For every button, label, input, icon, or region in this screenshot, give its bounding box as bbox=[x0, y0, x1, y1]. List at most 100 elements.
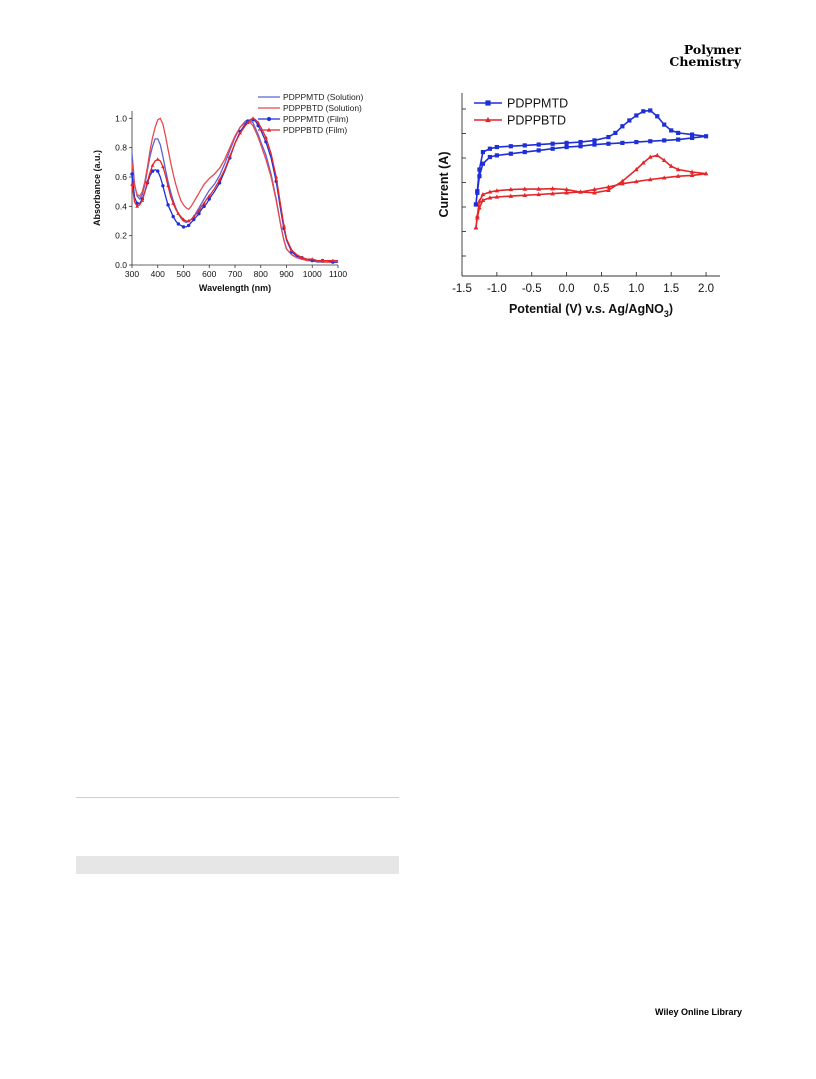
data-point bbox=[475, 215, 480, 220]
data-point bbox=[135, 204, 140, 208]
data-point bbox=[676, 130, 681, 136]
legend-marker bbox=[267, 117, 271, 121]
data-point bbox=[606, 184, 611, 189]
data-point bbox=[282, 223, 286, 227]
data-point bbox=[627, 118, 632, 123]
data-point bbox=[145, 179, 150, 183]
data-point bbox=[473, 202, 479, 207]
data-point bbox=[536, 148, 541, 153]
x-tick-label: 0.5 bbox=[593, 283, 609, 295]
legend-label: PDPPMTD bbox=[507, 97, 568, 111]
data-point bbox=[634, 167, 639, 172]
data-point bbox=[606, 187, 611, 193]
data-point bbox=[238, 130, 243, 135]
data-point bbox=[320, 258, 325, 262]
data-point bbox=[522, 149, 527, 155]
series-line bbox=[131, 117, 338, 263]
data-point bbox=[480, 197, 486, 202]
data-point bbox=[207, 197, 211, 201]
data-point bbox=[564, 140, 569, 146]
x-axis-label-subscript: 3 bbox=[664, 309, 669, 319]
data-point bbox=[494, 188, 500, 193]
data-point bbox=[494, 144, 499, 150]
data-point bbox=[480, 191, 486, 197]
data-point bbox=[564, 186, 569, 192]
divider-line bbox=[76, 797, 399, 798]
data-point bbox=[578, 144, 583, 149]
x-tick-label: -1.5 bbox=[452, 283, 472, 295]
y-tick-label: 0.2 bbox=[115, 231, 127, 241]
data-point bbox=[536, 186, 542, 191]
data-point bbox=[675, 173, 681, 178]
cyclic-voltammetry-chart: -1.5 -1.0 -0.5 0.0 0.5 1.0 1.5 2.0 Potential (V)… bbox=[437, 93, 720, 319]
data-point bbox=[494, 194, 500, 199]
data-point bbox=[477, 198, 482, 203]
data-point bbox=[171, 214, 175, 219]
data-point bbox=[487, 189, 493, 194]
data-point bbox=[564, 144, 569, 150]
series-line bbox=[475, 109, 707, 205]
y-tick-label: 0.6 bbox=[115, 172, 127, 182]
x-tick-label: 1000 bbox=[303, 269, 322, 279]
series-line bbox=[131, 117, 338, 262]
data-point bbox=[620, 178, 625, 183]
series-0 bbox=[473, 108, 709, 207]
data-point bbox=[156, 169, 160, 173]
data-point bbox=[508, 144, 513, 149]
data-point bbox=[130, 172, 134, 176]
data-point bbox=[592, 190, 597, 195]
data-point bbox=[186, 223, 191, 228]
data-point bbox=[592, 186, 597, 192]
data-point bbox=[634, 179, 639, 184]
x-tick-label: 900 bbox=[279, 269, 293, 279]
data-point bbox=[641, 109, 646, 114]
data-point bbox=[494, 153, 499, 158]
y-axis-label: Absorbance (a.u.) bbox=[92, 150, 102, 226]
data-point bbox=[578, 189, 583, 194]
data-point bbox=[207, 194, 212, 198]
data-point bbox=[477, 167, 482, 172]
data-point bbox=[690, 132, 695, 137]
series-3 bbox=[130, 116, 338, 262]
data-point bbox=[202, 204, 206, 209]
data-point bbox=[578, 139, 583, 145]
data-point bbox=[181, 217, 186, 221]
legend-label: PDPPMTD (Solution) bbox=[283, 92, 363, 102]
x-axis-label: Wavelength (nm) bbox=[199, 283, 271, 293]
x-tick-label: 0.0 bbox=[559, 283, 575, 295]
series-1 bbox=[473, 152, 709, 230]
data-point bbox=[477, 205, 482, 210]
data-point bbox=[647, 154, 653, 159]
data-point bbox=[536, 142, 541, 147]
data-point bbox=[480, 149, 486, 155]
absorption-spectra-chart: 300 400 500 600 700 800 900 1000 1100 0.0 0.2 0.4 0.… bbox=[92, 92, 363, 293]
journal-title-line2: Chemistry bbox=[669, 54, 741, 69]
data-point bbox=[522, 192, 528, 197]
y-tick-label: 0.0 bbox=[115, 260, 127, 270]
series-line bbox=[131, 119, 338, 263]
x-tick-label: 700 bbox=[228, 269, 242, 279]
y-axis-label: Current (A) bbox=[437, 152, 451, 218]
data-point bbox=[613, 130, 618, 136]
data-point bbox=[550, 146, 555, 151]
legend-label: PDPPBTD (Film) bbox=[283, 125, 347, 135]
data-point bbox=[536, 191, 542, 197]
x-axis-label: Potential (V) v.s. Ag/AgNO3) bbox=[509, 302, 673, 319]
x-tick-label: 800 bbox=[254, 269, 268, 279]
x-tick-label: 600 bbox=[202, 269, 216, 279]
data-point bbox=[227, 154, 232, 158]
data-point bbox=[690, 135, 695, 141]
series-line bbox=[131, 119, 338, 263]
data-point bbox=[522, 186, 528, 191]
journal-title-line1: Polymer bbox=[683, 42, 741, 57]
data-point bbox=[703, 134, 709, 139]
data-point bbox=[176, 211, 181, 216]
data-point bbox=[310, 257, 315, 261]
data-point bbox=[648, 139, 653, 144]
y-tick-label: 0.8 bbox=[115, 143, 127, 153]
publisher-footer: Wiley Online Library bbox=[655, 1007, 742, 1017]
data-point bbox=[592, 138, 597, 143]
x-tick-label: 400 bbox=[151, 269, 165, 279]
series-line bbox=[475, 154, 707, 228]
data-point bbox=[166, 183, 170, 188]
